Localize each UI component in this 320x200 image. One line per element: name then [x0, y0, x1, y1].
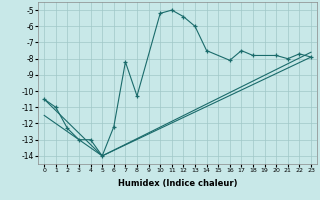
X-axis label: Humidex (Indice chaleur): Humidex (Indice chaleur)	[118, 179, 237, 188]
